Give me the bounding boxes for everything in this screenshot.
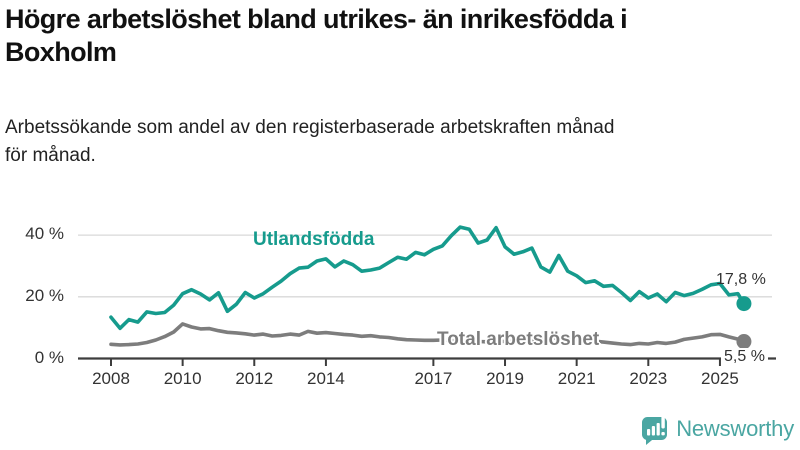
chart-subtitle: Arbetssökande som andel av den registerb… [5,117,615,166]
x-axis-label-2025: 2025 [701,369,739,388]
y-axis-label-40: 40 % [25,224,64,244]
end-value-label-utlandsfodda: 17,8 % [716,271,766,288]
x-axis-label-2014: 2014 [306,369,345,388]
newsworthy-speech-bubble-chart-icon [642,414,668,445]
y-axis-label-20: 20 % [25,285,64,305]
x-axis-label-2017: 2017 [414,369,453,388]
x-axis-label-2008: 2008 [92,369,130,388]
series-label-utlandsfodda: Utlandsfödda [253,229,375,250]
x-axis-label-2012: 2012 [235,369,274,388]
newsworthy-wordmark: Newsworthy [676,416,794,441]
chart-title: Högre arbetslöshet bland utrikes- än inr… [5,4,628,67]
x-axis-label-2019: 2019 [486,369,524,388]
y-axis-label-0: 0 % [34,347,64,367]
x-axis-label-2010: 2010 [163,369,202,388]
series-label-total-arbetsloshet: Total arbetslöshet [437,329,600,350]
x-axis-label-2023: 2023 [629,369,668,388]
end-value-label-total: 5,5 % [721,348,768,366]
x-axis-label-2021: 2021 [557,369,596,388]
newsworthy-logo: Newsworthy [640,413,794,445]
